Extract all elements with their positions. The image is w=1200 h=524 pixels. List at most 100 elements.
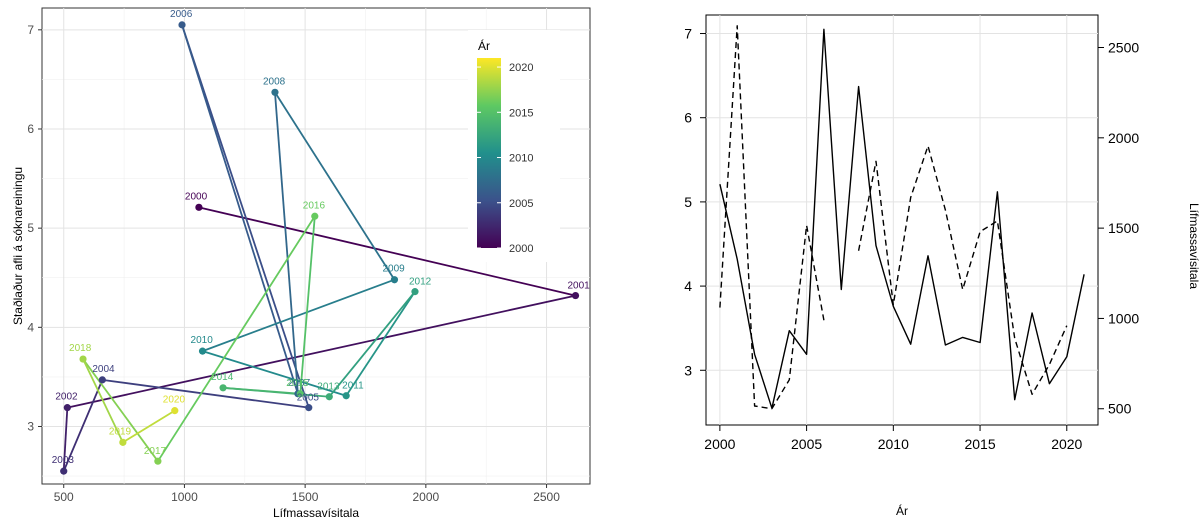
left-connecting-segment	[82, 358, 159, 462]
right-plot-panel	[705, 14, 1099, 426]
left-point-label: 2012	[409, 277, 432, 288]
right-dashed-series-line	[857, 145, 1068, 395]
left-point-label: 2008	[263, 76, 286, 87]
left-point-labels: 2000 2001 2002 2003 2004 2005 2006 2007 2008 2009…	[52, 9, 590, 466]
right-right-y-tick-label: 2500	[1108, 40, 1139, 56]
left-connecting-segment	[181, 24, 310, 408]
left-data-point	[342, 392, 350, 400]
left-connecting-segment	[181, 24, 299, 395]
left-data-point	[305, 404, 313, 412]
left-data-point	[325, 393, 333, 401]
left-points	[60, 21, 580, 475]
left-point-label: 2019	[109, 426, 132, 437]
scatter-path-chart: 2000 2001 2002 2003 2004 2005 2006 2007 2008 2009…	[11, 7, 591, 520]
right-x-tick-label: 2000	[704, 436, 735, 452]
left-y-tick-label: 3	[27, 419, 34, 433]
left-point-label: 2015	[286, 378, 309, 389]
left-x-tick-label: 500	[54, 490, 74, 504]
right-right-y-ticks: 500 1000 1500 2000 2500	[1098, 40, 1139, 417]
left-connecting-segment	[67, 294, 576, 409]
left-data-point	[571, 291, 580, 300]
left-point-label: 2016	[303, 200, 326, 211]
right-x-tick-label: 2020	[1051, 436, 1082, 452]
left-connecting-segment	[222, 386, 301, 395]
right-series	[719, 25, 1085, 410]
right-y-axis-label: Lífmassavísitala	[1187, 203, 1200, 289]
left-point-label: 2009	[382, 264, 405, 275]
left-connecting-segment	[198, 206, 576, 297]
legend-tick-label: 2015	[509, 107, 533, 119]
left-x-axis-label: Lífmassavísitala	[273, 506, 359, 520]
dual-axis-line-chart: 2000 2005 2010 2015 2020 3 4 5 6 7 500 1000 1500 20…	[684, 14, 1200, 518]
legend-tick-label: 2020	[509, 62, 533, 74]
right-x-axis-label: Ár	[896, 503, 908, 518]
right-right-y-tick-label: 1500	[1108, 220, 1139, 236]
left-y-tick-label: 6	[27, 122, 34, 136]
left-point-label: 2018	[69, 343, 92, 354]
left-point-label: 2007	[288, 378, 311, 389]
left-connecting-segment	[274, 91, 396, 281]
left-data-point	[119, 438, 127, 446]
left-y-ticks: 3 4 5 6 7	[27, 23, 42, 433]
legend-tick-label: 2005	[509, 198, 533, 210]
left-x-tick-label: 2500	[533, 490, 560, 504]
left-data-point	[60, 467, 68, 475]
left-data-point	[411, 288, 419, 296]
right-left-y-tick-label: 5	[684, 194, 692, 210]
left-connecting-segment	[62, 379, 104, 472]
left-connecting-segment	[62, 407, 69, 472]
legend-colorbar	[477, 58, 501, 248]
left-point-label: 2004	[92, 364, 115, 375]
left-point-label: 2017	[144, 446, 167, 457]
right-left-y-ticks: 3 4 5 6 7	[684, 26, 706, 378]
left-point-label: 2002	[55, 392, 78, 403]
left-point-label: 2011	[342, 381, 364, 392]
left-point-label: 2003	[52, 455, 75, 466]
left-x-tick-label: 2000	[412, 490, 439, 504]
left-connecting-segment	[82, 358, 124, 443]
left-data-point	[178, 21, 186, 29]
right-x-tick-label: 2015	[964, 436, 995, 452]
left-connecting-segment	[345, 291, 416, 397]
left-connecting-segment	[274, 92, 299, 394]
left-x-tick-label: 1000	[171, 490, 198, 504]
left-connecting-segment	[102, 378, 309, 409]
left-data-point	[311, 212, 319, 220]
right-left-y-tick-label: 3	[684, 362, 692, 378]
right-solid-series-line	[719, 28, 1085, 409]
right-gridlines	[706, 15, 1098, 425]
legend-tick-label: 2000	[509, 243, 533, 255]
left-connecting-segment	[202, 350, 347, 397]
left-data-point	[98, 376, 106, 384]
left-point-label: 2010	[191, 335, 214, 346]
left-data-point	[271, 88, 279, 96]
left-connecting-segment	[157, 215, 316, 462]
left-data-point	[171, 407, 179, 415]
legend-title: Ár	[478, 38, 490, 53]
left-point-label: 2001	[568, 281, 591, 292]
left-data-point	[296, 390, 304, 398]
left-y-tick-label: 5	[27, 221, 34, 235]
right-right-y-tick-label: 500	[1108, 401, 1132, 417]
left-y-tick-label: 4	[27, 320, 34, 334]
left-data-point	[390, 276, 399, 284]
left-data-point	[154, 457, 162, 465]
left-data-point	[79, 355, 87, 363]
right-dashed-series-line	[719, 25, 825, 410]
right-left-y-tick-label: 7	[684, 26, 692, 42]
right-right-y-tick-label: 2000	[1108, 130, 1139, 146]
right-x-tick-label: 2005	[791, 436, 822, 452]
left-x-tick-label: 1500	[292, 490, 319, 504]
left-data-point	[219, 384, 227, 392]
right-left-y-tick-label: 4	[684, 278, 692, 294]
left-data-point	[195, 203, 203, 211]
left-y-axis-label: Staðlaður afli á sóknareiningu	[11, 167, 25, 325]
right-x-ticks: 2000 2005 2010 2015 2020	[704, 425, 1083, 452]
legend-tick-labels: 2020 2015 2010 2005 2000	[477, 62, 533, 255]
left-x-ticks: 500 1000 1500 2000 2500	[54, 484, 560, 504]
left-point-label: 2000	[185, 191, 208, 202]
right-right-y-tick-label: 1000	[1108, 310, 1139, 326]
left-point-label: 2020	[163, 395, 186, 406]
left-y-tick-label: 7	[27, 23, 34, 37]
left-point-label: 2013	[317, 382, 340, 393]
